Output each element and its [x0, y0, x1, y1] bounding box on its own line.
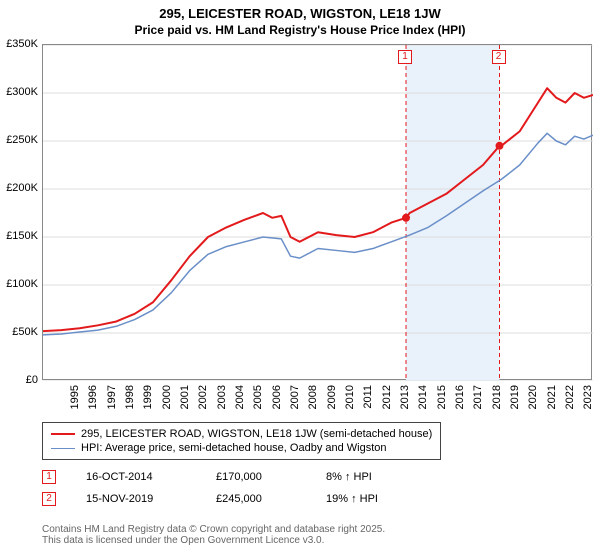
sale-price: £170,000 — [216, 471, 296, 483]
plot-area — [42, 44, 592, 380]
x-tick-label: 2019 — [509, 385, 521, 415]
chart-title-line1: 295, LEICESTER ROAD, WIGSTON, LE18 1JW — [0, 0, 600, 21]
x-tick-label: 2010 — [344, 385, 356, 415]
x-tick-label: 2003 — [216, 385, 228, 415]
footer: Contains HM Land Registry data © Crown c… — [42, 524, 385, 546]
legend-swatch — [51, 448, 75, 449]
x-tick-label: 1999 — [142, 385, 154, 415]
legend: 295, LEICESTER ROAD, WIGSTON, LE18 1JW (… — [42, 422, 441, 460]
x-tick-label: 1997 — [106, 385, 118, 415]
x-tick-label: 2011 — [362, 385, 374, 415]
x-tick-label: 2002 — [197, 385, 209, 415]
x-tick-label: 2000 — [161, 385, 173, 415]
y-tick-label: £200K — [0, 182, 38, 194]
footer-line2: This data is licensed under the Open Gov… — [42, 535, 385, 546]
x-tick-label: 2005 — [252, 385, 264, 415]
y-tick-label: £0 — [0, 374, 38, 386]
sale-price: £245,000 — [216, 493, 296, 505]
x-tick-label: 2018 — [491, 385, 503, 415]
sale-row: 2 15-NOV-2019 £245,000 19% ↑ HPI — [42, 488, 378, 510]
sale-date: 16-OCT-2014 — [86, 471, 186, 483]
x-tick-label: 2001 — [179, 385, 191, 415]
sale-row: 1 16-OCT-2014 £170,000 8% ↑ HPI — [42, 466, 378, 488]
y-tick-label: £100K — [0, 278, 38, 290]
x-tick-label: 2015 — [436, 385, 448, 415]
sale-marker-box: 2 — [42, 492, 56, 506]
y-tick-label: £50K — [0, 326, 38, 338]
x-tick-label: 2004 — [234, 385, 246, 415]
y-tick-label: £250K — [0, 134, 38, 146]
x-tick-label: 1996 — [87, 385, 99, 415]
legend-row: HPI: Average price, semi-detached house,… — [51, 441, 432, 455]
sale-table: 1 16-OCT-2014 £170,000 8% ↑ HPI 2 15-NOV-2019… — [42, 466, 378, 510]
x-tick-label: 1998 — [124, 385, 136, 415]
x-tick-label: 2020 — [527, 385, 539, 415]
x-tick-label: 2021 — [546, 385, 558, 415]
chart-marker-box: 1 — [398, 50, 412, 64]
y-tick-label: £150K — [0, 230, 38, 242]
x-tick-label: 2022 — [564, 385, 576, 415]
x-tick-label: 2017 — [472, 385, 484, 415]
chart-title-line2: Price paid vs. HM Land Registry's House … — [0, 21, 600, 37]
x-tick-label: 2007 — [289, 385, 301, 415]
legend-swatch — [51, 433, 75, 435]
x-tick-label: 2013 — [399, 385, 411, 415]
sale-marker-box: 1 — [42, 470, 56, 484]
x-tick-label: 1995 — [69, 385, 81, 415]
sale-delta: 19% ↑ HPI — [326, 493, 378, 505]
x-tick-label: 2016 — [454, 385, 466, 415]
y-tick-label: £350K — [0, 38, 38, 50]
x-tick-label: 2009 — [326, 385, 338, 415]
chart-marker-box: 2 — [492, 50, 506, 64]
legend-label: HPI: Average price, semi-detached house,… — [81, 442, 387, 454]
footer-line1: Contains HM Land Registry data © Crown c… — [42, 524, 385, 535]
legend-label: 295, LEICESTER ROAD, WIGSTON, LE18 1JW (… — [81, 428, 432, 440]
x-tick-label: 2006 — [271, 385, 283, 415]
plot-svg — [43, 45, 593, 381]
chart-container: 295, LEICESTER ROAD, WIGSTON, LE18 1JW P… — [0, 0, 600, 560]
x-tick-label: 2023 — [582, 385, 594, 415]
legend-row: 295, LEICESTER ROAD, WIGSTON, LE18 1JW (… — [51, 427, 432, 441]
y-tick-label: £300K — [0, 86, 38, 98]
x-tick-label: 2012 — [381, 385, 393, 415]
x-tick-label: 2008 — [307, 385, 319, 415]
x-tick-label: 2014 — [417, 385, 429, 415]
sale-delta: 8% ↑ HPI — [326, 471, 372, 483]
sale-date: 15-NOV-2019 — [86, 493, 186, 505]
